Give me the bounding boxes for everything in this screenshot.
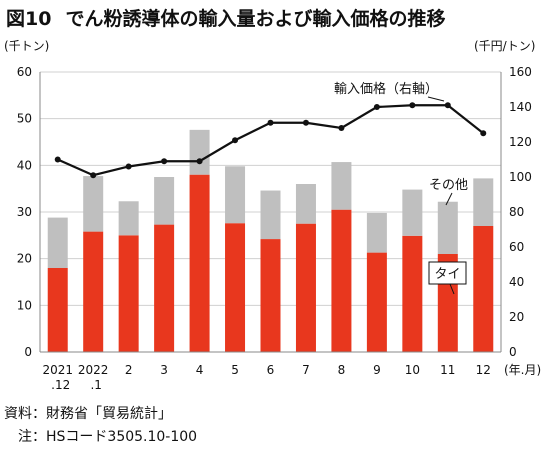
x-tick-label: 5 xyxy=(231,363,239,377)
right-tick-label: 120 xyxy=(509,135,532,149)
bar-other xyxy=(295,184,316,224)
x-tick-label: 2 xyxy=(125,363,133,377)
bar-other xyxy=(260,190,281,240)
price-point xyxy=(444,102,451,109)
price-line-series xyxy=(54,102,487,179)
stacked-bar-line-chart: 01020304050600204060801001201401602021.1… xyxy=(4,39,541,392)
left-tick-label: 10 xyxy=(17,298,32,312)
axes xyxy=(39,72,502,353)
bar-thai xyxy=(154,224,175,352)
right-axis-unit: (千円/トン) xyxy=(474,39,535,53)
left-tick-label: 20 xyxy=(17,252,32,266)
bar-other xyxy=(83,176,104,232)
price-point xyxy=(480,130,487,137)
price-point xyxy=(302,119,309,126)
thai-series-label: タイ xyxy=(434,267,460,282)
bar-thai xyxy=(225,223,246,352)
bar-other xyxy=(402,189,423,236)
bar-other xyxy=(366,212,387,253)
x-tick-label: 7 xyxy=(302,363,310,377)
figure-title: でん粉誘導体の輸入量および輸入価格の推移 xyxy=(65,8,446,30)
x-tick-label: 2021 xyxy=(42,363,73,377)
x-tick-label: 10 xyxy=(405,363,420,377)
left-tick-label: 0 xyxy=(24,345,32,359)
axis-labels: 01020304050600204060801001201401602021.1… xyxy=(4,39,541,392)
bar-thai xyxy=(83,231,104,352)
x-tick-label: 2022 xyxy=(78,363,109,377)
x-tick-sublabel: .12 xyxy=(51,378,70,392)
price-point xyxy=(409,102,416,109)
bar-other xyxy=(225,166,246,224)
price-line xyxy=(57,104,484,177)
price-point xyxy=(90,172,97,179)
bar-other xyxy=(47,217,68,268)
right-tick-label: 100 xyxy=(509,170,532,184)
x-tick-label: 3 xyxy=(160,363,168,377)
x-tick-label: 4 xyxy=(196,363,204,377)
x-tick-label: 9 xyxy=(373,363,381,377)
right-tick-label: 160 xyxy=(509,65,532,79)
right-tick-label: 60 xyxy=(509,240,524,254)
left-tick-label: 60 xyxy=(17,65,32,79)
price-point xyxy=(338,125,345,131)
hs-code-note: 注：HSコード3505.10-100 xyxy=(18,429,198,445)
thai-label-leader xyxy=(449,283,455,295)
thai-label-box xyxy=(428,261,467,285)
right-tick-label: 140 xyxy=(509,100,532,114)
bar-other xyxy=(473,178,494,226)
x-axis-unit: (年.月) xyxy=(504,363,541,377)
price-point xyxy=(373,104,380,110)
left-tick-label: 40 xyxy=(17,158,32,172)
bar-other xyxy=(437,201,458,254)
bar-thai xyxy=(118,235,139,352)
source-note: 資料：財務省「貿易統計」 xyxy=(4,406,172,422)
other-label-leader xyxy=(445,192,453,206)
left-tick-label: 50 xyxy=(17,112,32,126)
bar-thai xyxy=(260,239,281,352)
bar-series xyxy=(47,129,494,352)
x-tick-label: 8 xyxy=(338,363,346,377)
price-point xyxy=(125,163,132,170)
left-axis-unit: (千トン) xyxy=(4,39,49,53)
right-tick-label: 80 xyxy=(509,205,524,219)
price-point xyxy=(54,156,61,163)
bar-thai xyxy=(366,252,387,352)
bar-thai xyxy=(331,209,352,352)
price-label-leader xyxy=(427,96,445,102)
chart-title: 図10 でん粉誘導体の輸入量および輸入価格の推移 xyxy=(6,4,445,31)
x-tick-label: 6 xyxy=(267,363,275,377)
bar-thai xyxy=(473,226,494,352)
price-point xyxy=(232,137,239,144)
bar-thai xyxy=(189,174,210,352)
price-point xyxy=(161,158,168,165)
right-tick-label: 0 xyxy=(509,345,517,359)
figure-number: 図10 xyxy=(6,8,52,30)
right-tick-label: 20 xyxy=(509,310,524,324)
left-tick-label: 30 xyxy=(17,205,32,219)
chart-notes: 資料：財務省「貿易統計」 注：HSコード3505.10-100 xyxy=(4,403,197,449)
right-tick-label: 40 xyxy=(509,275,524,289)
bar-thai xyxy=(47,268,68,352)
price-series-label: 輸入価格（右軸） xyxy=(334,81,438,97)
bar-thai xyxy=(402,235,423,352)
price-point xyxy=(267,119,274,126)
x-tick-sublabel: .1 xyxy=(90,378,101,392)
price-point xyxy=(196,158,203,165)
x-tick-label: 11 xyxy=(440,363,455,377)
bar-other xyxy=(331,162,352,210)
bar-other xyxy=(154,177,175,225)
bar-thai xyxy=(295,223,316,352)
bar-other xyxy=(189,129,210,175)
x-tick-label: 12 xyxy=(476,363,491,377)
other-series-label: その他 xyxy=(429,178,468,193)
bar-other xyxy=(118,201,139,236)
